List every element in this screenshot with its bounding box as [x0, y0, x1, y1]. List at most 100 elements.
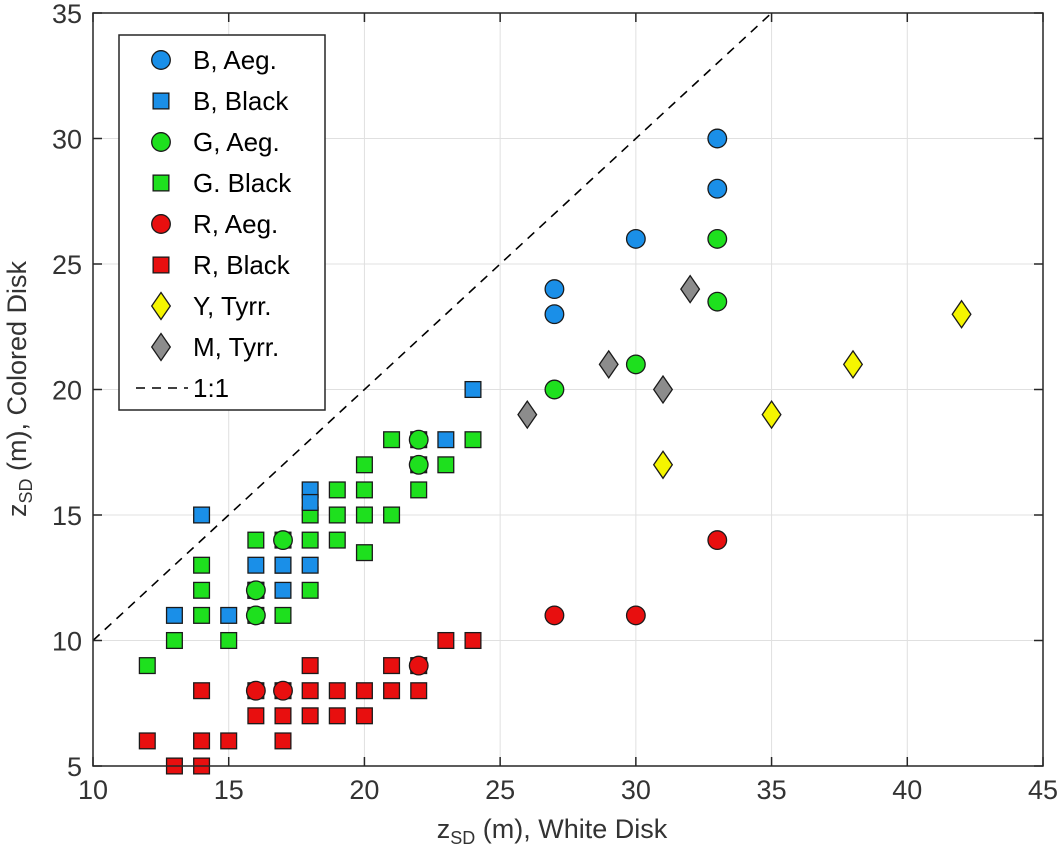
legend-label: M, Tyrr.: [193, 332, 279, 362]
x-axis-label-sub: SD: [450, 828, 475, 848]
series-y-tyrr-: [652, 299, 972, 480]
legend-item: B, Black: [152, 86, 289, 116]
g-black-point: [193, 606, 211, 624]
r-black-point: [138, 732, 156, 750]
legend-square-icon: [152, 256, 170, 274]
r-black-point: [301, 682, 319, 700]
g-black-point: [165, 631, 183, 650]
legend-label: B, Black: [193, 86, 289, 116]
g-black-point: [355, 456, 373, 474]
b-aeg-point: [625, 228, 646, 249]
r-black-point: [193, 732, 211, 750]
b-black-point: [274, 556, 292, 574]
g-black-point: [410, 481, 428, 499]
x-tick-label: 40: [892, 775, 922, 805]
y-tick-label: 30: [52, 125, 82, 155]
legend-diamond-icon: [150, 332, 172, 362]
r-black-point: [247, 707, 265, 725]
m-tyrr-point: [517, 399, 538, 430]
legend-item: R, Aeg.: [151, 209, 278, 239]
b-black-point: [165, 606, 183, 624]
x-axis-label: zSD (m), White Disk: [437, 814, 668, 848]
y-tyrr-point: [761, 399, 782, 430]
series-r-aeg-: [245, 530, 728, 701]
m-tyrr-point: [680, 274, 701, 304]
x-tick-label: 20: [349, 775, 379, 805]
g-aeg-point: [245, 605, 266, 626]
legend-items: B, Aeg. B, Black G, Aeg. G. Black R, Aeg. R, …: [136, 45, 292, 403]
r-aeg-point: [408, 655, 429, 676]
legend-item: 1:1: [136, 373, 229, 403]
b-black-point: [220, 606, 238, 624]
r-black-point: [328, 707, 346, 725]
g-black-point: [437, 456, 455, 474]
y-axis-label-sub: SD: [16, 479, 36, 504]
x-axis-label-main: z: [437, 814, 451, 844]
g-aeg-point: [273, 530, 293, 551]
legend-item: M, Tyrr.: [150, 332, 279, 362]
y-tick-label: 5: [67, 752, 82, 782]
m-tyrr-point: [652, 374, 674, 405]
g-black-point: [328, 531, 346, 549]
y-tick-label: 25: [52, 250, 82, 280]
r-black-point: [437, 631, 455, 650]
r-black-point: [328, 682, 346, 700]
legend-square-icon: [152, 174, 170, 192]
g-black-point: [383, 431, 401, 449]
r-black-point: [193, 682, 211, 700]
r-black-point: [301, 707, 319, 725]
g-black-point: [274, 606, 292, 624]
x-tick-label: 25: [485, 775, 515, 805]
b-black-point: [274, 581, 292, 599]
g-black-point: [301, 531, 319, 549]
m-tyrr-point: [598, 349, 619, 380]
y-axis-label: zSD (m), Colored Disk: [2, 260, 36, 517]
r-black-point: [274, 707, 292, 725]
x-tick-label: 10: [78, 775, 108, 805]
g-black-point: [328, 506, 346, 524]
b-aeg-point: [707, 178, 728, 199]
y-tick-label: 15: [52, 501, 82, 531]
g-aeg-point: [408, 454, 429, 475]
y-tick-label: 10: [52, 627, 82, 657]
g-aeg-point: [625, 354, 646, 375]
r-black-point: [355, 707, 373, 725]
legend-label: G. Black: [193, 168, 292, 198]
y-axis-label-main: z: [2, 504, 32, 518]
x-tick-label: 15: [214, 775, 244, 805]
legend-item: R, Black: [152, 250, 291, 280]
series-b-aeg-: [544, 128, 728, 325]
x-tick-label: 35: [757, 775, 787, 805]
y-tyrr-point: [951, 299, 972, 329]
r-aeg-point: [625, 605, 646, 626]
g-black-point: [328, 481, 346, 499]
legend-item: Y, Tyrr.: [150, 291, 272, 321]
g-black-point: [383, 506, 401, 524]
x-tick-label: 30: [621, 775, 651, 805]
g-black-point: [193, 556, 211, 574]
y-tyrr-point: [652, 450, 674, 480]
series-g-aeg-: [245, 228, 728, 626]
r-black-point: [220, 732, 238, 750]
legend-circle-icon: [151, 214, 171, 234]
legend-item: B, Aeg.: [151, 45, 277, 75]
b-black-point: [247, 556, 265, 574]
y-tick-label: 20: [52, 376, 82, 406]
g-black-point: [355, 506, 373, 524]
b-black-point: [301, 556, 319, 574]
legend-item: G. Black: [152, 168, 292, 198]
r-aeg-point: [273, 680, 293, 701]
legend-label: B, Aeg.: [193, 45, 277, 75]
x-tick-labels: 10 15 20 25 30 35 40 45: [78, 775, 1058, 805]
g-aeg-point: [707, 291, 728, 312]
g-black-point: [220, 631, 238, 650]
g-aeg-point: [544, 379, 565, 400]
g-black-point: [355, 544, 373, 562]
b-black-point: [193, 506, 211, 524]
g-black-point: [247, 531, 265, 549]
b-black-point: [464, 380, 482, 399]
data-points: [138, 128, 972, 775]
legend-circle-icon: [151, 50, 171, 70]
r-aeg-point: [245, 680, 266, 701]
